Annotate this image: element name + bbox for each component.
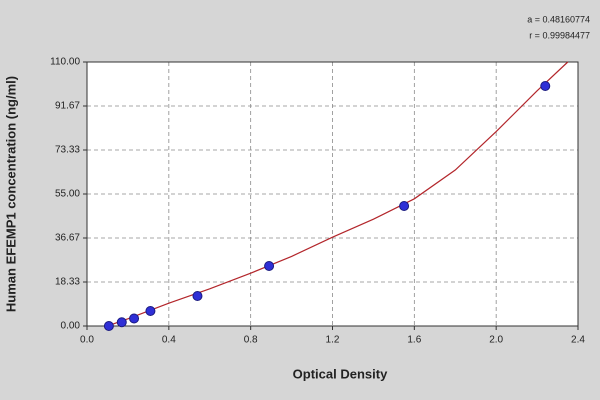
x-tick-label: 1.2 (326, 335, 340, 346)
x-tick-label: 2.4 (571, 335, 585, 346)
data-point (129, 313, 140, 324)
data-point (116, 317, 127, 328)
x-axis-title: Optical Density (293, 366, 388, 381)
y-tick-label: 91.67 (55, 101, 80, 112)
fit-curve (107, 61, 569, 327)
x-tick-label: 0.8 (244, 335, 258, 346)
y-tick-label: 0.00 (61, 321, 81, 332)
fit-parameter: a = 0.48160774 (527, 14, 590, 24)
y-axis-title: Human EFEMP1 concentration (ng/ml) (3, 76, 18, 312)
data-point (540, 81, 551, 91)
x-tick-label: 0.0 (80, 335, 94, 346)
data-point (103, 321, 114, 331)
data-point (192, 291, 203, 301)
plot-border (86, 61, 579, 327)
data-point (145, 306, 156, 316)
fit-parameter: r = 0.99984477 (529, 30, 590, 40)
x-tick-label: 0.4 (162, 335, 176, 346)
y-tick-label: 110.00 (50, 57, 80, 68)
x-tick-label: 2.0 (489, 335, 503, 346)
y-tick-label: 55.00 (55, 189, 80, 200)
x-tick-label: 1.6 (407, 335, 421, 346)
data-point (399, 201, 410, 211)
data-point (264, 261, 275, 271)
y-tick-label: 73.33 (55, 145, 80, 156)
y-tick-label: 18.33 (55, 277, 80, 288)
y-tick-label: 36.67 (55, 233, 80, 244)
